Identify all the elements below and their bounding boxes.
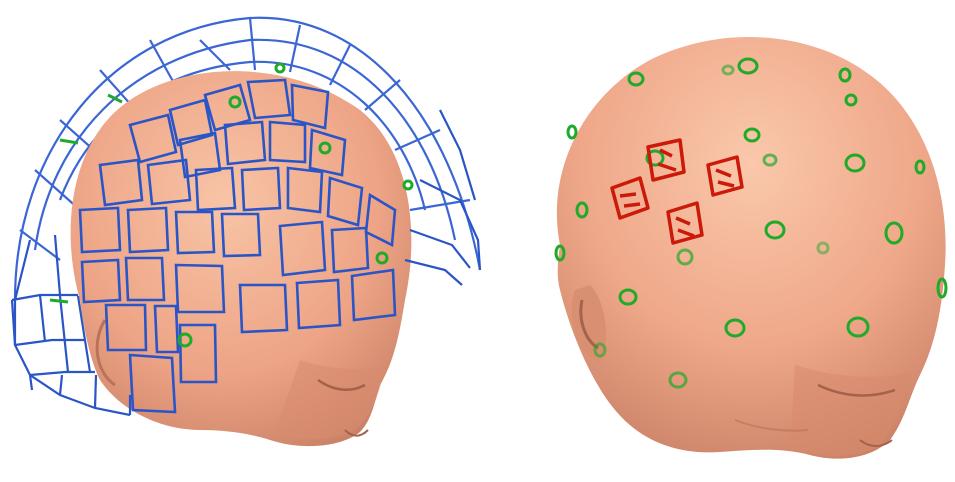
electrode-marker — [816, 241, 830, 255]
electrode-marker — [618, 288, 638, 306]
electrode-marker — [737, 57, 759, 75]
coil-marker — [646, 138, 686, 182]
helmet-rim — [10, 109, 482, 417]
helmet-view — [10, 16, 482, 447]
head-right — [556, 37, 946, 459]
electrode-marker — [936, 277, 948, 299]
electrode-marker — [846, 316, 870, 338]
head-view — [554, 37, 948, 459]
electrode-marker — [554, 244, 566, 262]
electrode-marker — [177, 332, 193, 348]
electrode-marker — [721, 64, 735, 76]
helmet-electrodes — [49, 62, 414, 348]
coil-marker — [666, 201, 704, 245]
electrode-marker — [764, 220, 786, 240]
coil-marker — [610, 176, 650, 220]
electrode-marker — [566, 124, 578, 140]
electrode-marker — [838, 67, 852, 83]
head-electrodes — [554, 57, 948, 389]
head-left — [70, 71, 412, 447]
electrode-marker — [627, 71, 645, 87]
electrode-marker — [668, 371, 688, 389]
electrode-marker — [884, 221, 904, 245]
electrode-marker — [575, 201, 589, 219]
electrode-marker — [762, 153, 778, 167]
electrode-marker — [274, 62, 286, 74]
electrode-marker — [676, 248, 694, 266]
electrode-marker — [645, 149, 665, 167]
electrode-marker — [844, 153, 866, 173]
electrode-marker — [844, 93, 858, 107]
electrode-marker — [724, 318, 746, 338]
electrode-marker — [914, 159, 926, 175]
coil-marker — [706, 155, 744, 197]
helmet-front-cells — [78, 78, 397, 414]
coil-markers — [610, 138, 744, 245]
electrode-marker — [375, 251, 389, 265]
electrode-marker — [402, 179, 414, 191]
electrode-marker — [593, 342, 607, 358]
electrode-marker — [228, 95, 242, 109]
electrode-marker — [743, 127, 761, 143]
electrode-marker — [318, 141, 332, 155]
